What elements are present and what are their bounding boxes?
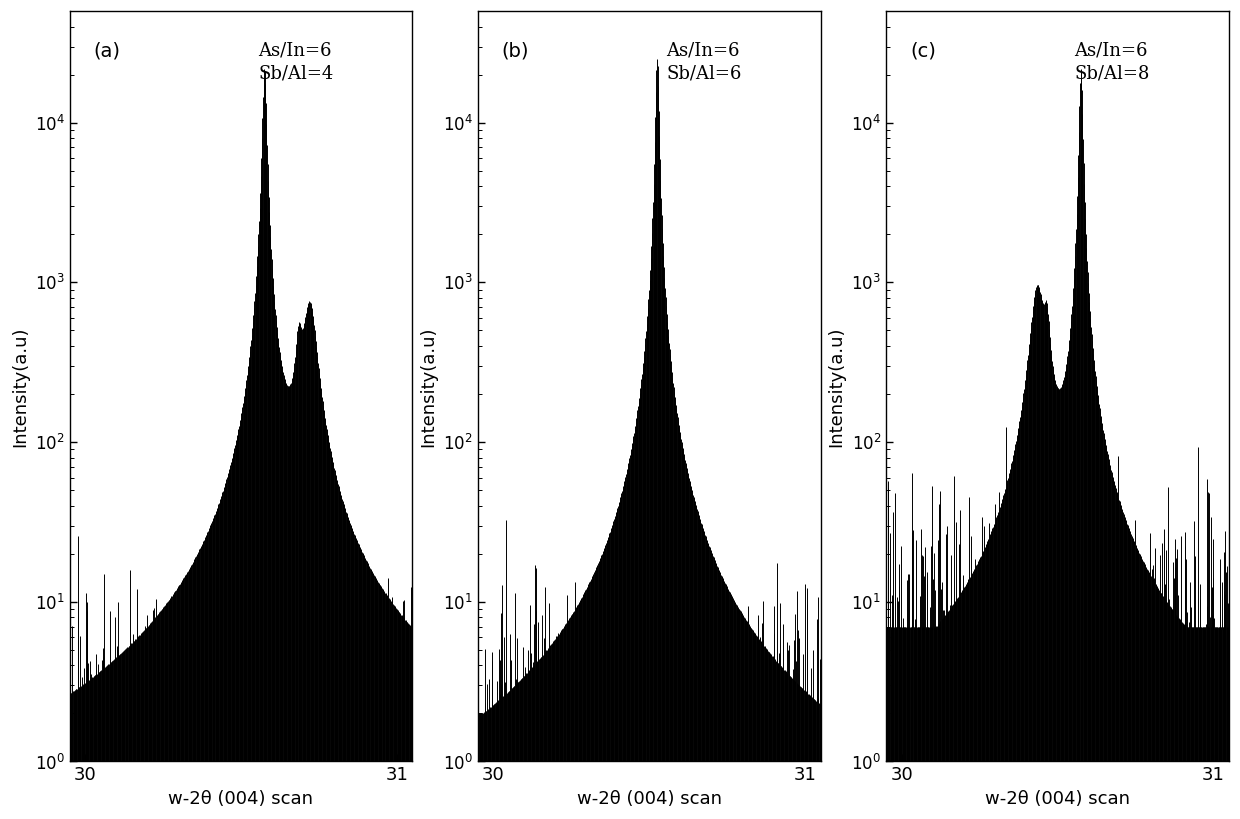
X-axis label: w-2θ (004) scan: w-2θ (004) scan (985, 790, 1130, 808)
X-axis label: w-2θ (004) scan: w-2θ (004) scan (169, 790, 314, 808)
Y-axis label: Intensity(a.u): Intensity(a.u) (827, 326, 846, 446)
Text: As/In=6
Sb/Al=4: As/In=6 Sb/Al=4 (258, 41, 334, 83)
Text: (a): (a) (93, 41, 120, 60)
Text: (c): (c) (910, 41, 936, 60)
X-axis label: w-2θ (004) scan: w-2θ (004) scan (577, 790, 722, 808)
Text: As/In=6
Sb/Al=8: As/In=6 Sb/Al=8 (1075, 41, 1149, 83)
Text: (b): (b) (502, 41, 529, 60)
Text: As/In=6
Sb/Al=6: As/In=6 Sb/Al=6 (666, 41, 742, 83)
Y-axis label: Intensity(a.u): Intensity(a.u) (11, 326, 29, 446)
Y-axis label: Intensity(a.u): Intensity(a.u) (419, 326, 438, 446)
